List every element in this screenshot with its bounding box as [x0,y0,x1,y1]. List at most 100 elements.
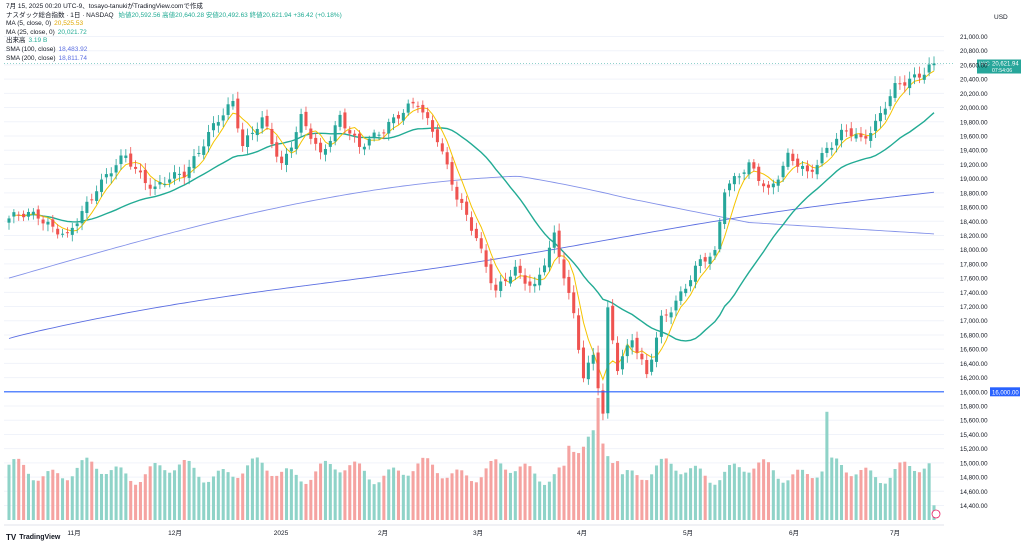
x-tick-label: 12月 [168,529,182,537]
volume-bar [757,462,761,520]
candle-body [426,112,430,119]
candle-body [659,315,663,337]
volume-bar [119,467,123,520]
volume-bar [314,471,318,520]
legend-sma100[interactable]: SMA (100, close) 18,483.92 [6,46,342,55]
y-tick-label: 15,000.00 [960,460,988,467]
legend-label: MA (5, close, 0) [6,20,52,28]
legend-ma5[interactable]: MA (5, close, 0) 20,525.53 [6,20,342,29]
candle-body [377,134,381,136]
volume-bar [275,475,279,520]
candle-body [567,276,571,293]
volume-bar [815,477,819,520]
hline-price-tag [990,387,1020,397]
volume-bar [85,457,89,520]
sma200-line [8,191,935,339]
volume-bar [903,461,907,520]
volume-bar [460,470,464,520]
candle-body [883,108,887,115]
candle-body [796,158,800,167]
volume-bar [698,468,702,520]
candle-body [854,134,858,139]
candle-body [528,281,532,286]
volume-bar [883,483,887,520]
legend-volume[interactable]: 出来高 3.19 B [6,37,342,46]
volume-bar [333,469,337,520]
volume-bar [611,463,615,520]
candle-body [572,292,576,314]
candle-body [771,183,775,188]
candle-body [289,147,293,152]
legend-value: 20,021.72 [57,28,87,36]
candle-body [367,138,371,146]
volume-bar [679,474,683,520]
candle-body [844,130,848,132]
candle-body [241,129,245,147]
y-tick-label: 18,200.00 [960,233,988,240]
candle-body [250,132,254,134]
volume-bar [372,484,376,520]
candle-body [869,133,873,141]
volume-bar [913,470,917,520]
candle-body [742,172,746,174]
legend-value: 3.19 B [28,37,48,45]
candle-body [387,121,391,134]
volume-bar [557,467,561,520]
candle-body [557,230,561,257]
candle-body [61,233,65,235]
candle-body [187,166,191,178]
volume-bar [421,457,425,520]
volume-bar [348,465,352,520]
candle-body [304,111,308,127]
volume-bar [728,465,732,520]
volume-bar [552,474,556,520]
volume-bar [732,463,736,520]
candle-body [922,74,926,80]
volume-bar [708,482,712,520]
volume-bar [168,472,172,520]
volume-bar [51,469,55,520]
volume-bar [309,479,313,520]
volume-bar [830,457,834,520]
candle-body [211,123,215,131]
volume-bar [406,475,410,520]
volume-bar [713,484,717,520]
candle-body [630,340,634,348]
volume-bar [260,462,264,520]
y-tick-label: 20,800.00 [960,48,988,55]
volume-bar [197,476,201,520]
volume-bar [674,470,678,520]
event-marker-icon[interactable] [931,509,941,519]
legend-sma200[interactable]: SMA (200, close) 18,811.74 [6,55,342,64]
last-price-tag [977,59,1021,74]
candle-body [299,114,303,133]
volume-bar [864,467,868,520]
candle-body [12,212,16,217]
volume-bar [825,411,829,520]
candle-body [820,153,824,164]
volume-bar [523,463,527,520]
candle-body [932,63,936,66]
candle-body [864,136,868,139]
candle-body [718,221,722,250]
candle-body [479,238,483,249]
candle-body [17,214,21,216]
candle-body [173,172,177,179]
legend-ma25[interactable]: MA (25, close, 0) 20,021.72 [6,29,342,38]
last-price-label: 20,621.94 [992,62,1019,68]
volume-bar [328,464,332,520]
candle-body [469,217,474,231]
volume-bar [396,470,400,520]
y-tick-label: 17,400.00 [960,290,988,297]
tradingview-brand[interactable]: TV TradingView [6,533,60,542]
candle-body [728,183,732,191]
volume-bar [844,472,848,520]
candle-body [913,74,917,78]
volume-bar [95,468,99,520]
sma100-line [8,175,935,279]
volume-bar [771,470,775,520]
candle-body [99,179,104,192]
volume-bar [499,463,503,520]
